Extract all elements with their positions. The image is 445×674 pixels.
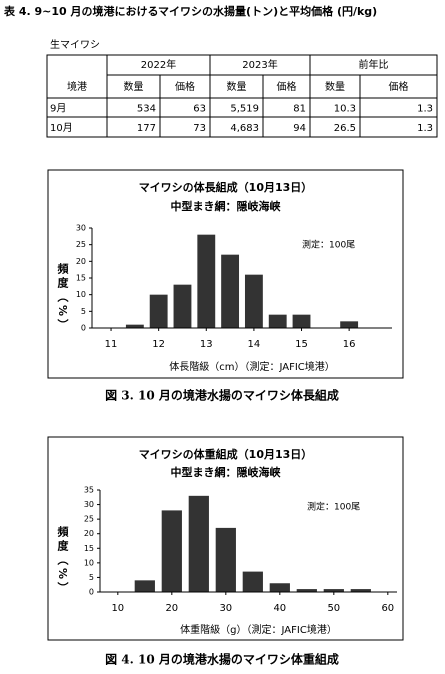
x-tick-label: 12 <box>152 339 165 350</box>
x-tick-label: 40 <box>273 603 286 614</box>
x-tick-label: 14 <box>248 339 261 350</box>
annotation: 測定：100尾 <box>302 239 355 251</box>
y-tick-label: 0 <box>89 588 94 597</box>
table-cell: 26.5 <box>334 123 356 134</box>
bar <box>221 254 240 328</box>
bar <box>134 580 155 592</box>
table-subheader: 価格 <box>175 80 195 93</box>
table-border <box>46 54 438 138</box>
table-header: 2023年 <box>242 58 277 71</box>
y-tick-label: 0 <box>81 324 86 333</box>
table-label: 生マイワシ <box>50 38 100 51</box>
x-tick-label: 30 <box>219 603 232 614</box>
y-tick-label: 35 <box>84 486 94 495</box>
caption: 図 3. 10 月の境港水揚のマイワシ体長組成 <box>105 388 339 403</box>
table-subheader: 数量 <box>227 80 247 93</box>
y-tick-label: 20 <box>84 529 94 538</box>
table-cell: 1.3 <box>417 123 433 134</box>
y-tick-label: 10 <box>76 290 86 299</box>
chart-title: マイワシの体重組成（10月13日） <box>139 447 313 461</box>
bar <box>149 294 168 328</box>
bar <box>197 234 216 328</box>
table-cell: 4,683 <box>230 123 259 134</box>
table-cell: 5,519 <box>230 104 259 115</box>
bar <box>350 589 371 592</box>
y-tick-label: 20 <box>76 257 86 266</box>
y-tick-label: 25 <box>84 515 94 524</box>
table-cell: 9月 <box>50 103 66 115</box>
table-header: 前年比 <box>359 58 389 71</box>
table-subheader: 数量 <box>325 80 345 93</box>
y-tick-label: 30 <box>76 224 86 233</box>
chart-subtitle: 中型まき網：隠岐海峡 <box>171 465 282 479</box>
table-row-header: 境港 <box>67 80 87 93</box>
table-cell: 534 <box>137 104 156 115</box>
bar <box>173 284 192 328</box>
x-tick-label: 10 <box>111 603 124 614</box>
x-axis-label: 体長階級（cm）（測定：JAFIC境港） <box>169 360 335 373</box>
bar <box>269 583 290 592</box>
bar <box>296 589 317 592</box>
bar <box>125 324 144 328</box>
bar <box>242 571 263 592</box>
y-tick-label: 15 <box>84 544 94 553</box>
y-tick-label: 15 <box>76 274 86 283</box>
bar <box>244 274 263 328</box>
bar <box>268 314 287 328</box>
table-cell: 63 <box>193 104 206 115</box>
chart-title: マイワシの体長組成（10月13日） <box>139 180 313 194</box>
table-subheader: 価格 <box>389 80 409 93</box>
table-cell: 10.3 <box>334 104 356 115</box>
y-tick-label: 5 <box>89 573 94 582</box>
y-axis-label: 頻度（%） <box>56 262 70 333</box>
annotation: 測定：100尾 <box>307 501 360 513</box>
table-cell: 94 <box>293 123 306 134</box>
table-subheader: 数量 <box>124 80 144 93</box>
y-tick-label: 10 <box>84 558 94 567</box>
x-tick-label: 20 <box>165 603 178 614</box>
x-tick-label: 11 <box>105 339 118 350</box>
bar <box>323 589 344 592</box>
x-tick-label: 16 <box>343 339 356 350</box>
table-cell: 73 <box>193 123 206 134</box>
table-cell: 1.3 <box>417 104 433 115</box>
y-tick-label: 30 <box>84 500 94 509</box>
caption: 図 4. 10 月の境港水揚のマイワシ体重組成 <box>105 652 339 667</box>
table-header: 2022年 <box>141 58 176 71</box>
x-axis-label: 体重階級（g）（測定：JAFIC境港） <box>180 623 337 636</box>
x-tick-label: 60 <box>381 603 394 614</box>
doc-title: 表 4. 9~10 月の境港におけるマイワシの水揚量(トン)と平均価格 (円/k… <box>3 4 377 18</box>
y-tick-label: 5 <box>81 307 86 316</box>
bar <box>161 510 182 592</box>
table-cell: 10月 <box>50 122 73 134</box>
x-tick-label: 15 <box>295 339 308 350</box>
chart-subtitle: 中型まき網：隠岐海峡 <box>171 199 282 213</box>
x-tick-label: 13 <box>200 339 213 350</box>
bar <box>292 314 311 328</box>
y-axis-label: 頻度（%） <box>56 525 70 596</box>
bar <box>340 321 359 328</box>
x-tick-label: 50 <box>327 603 340 614</box>
table-cell: 177 <box>137 123 156 134</box>
table-subheader: 価格 <box>277 80 297 93</box>
table-cell: 81 <box>293 104 306 115</box>
bar <box>215 527 236 592</box>
y-tick-label: 25 <box>76 240 86 249</box>
bar <box>188 495 209 592</box>
